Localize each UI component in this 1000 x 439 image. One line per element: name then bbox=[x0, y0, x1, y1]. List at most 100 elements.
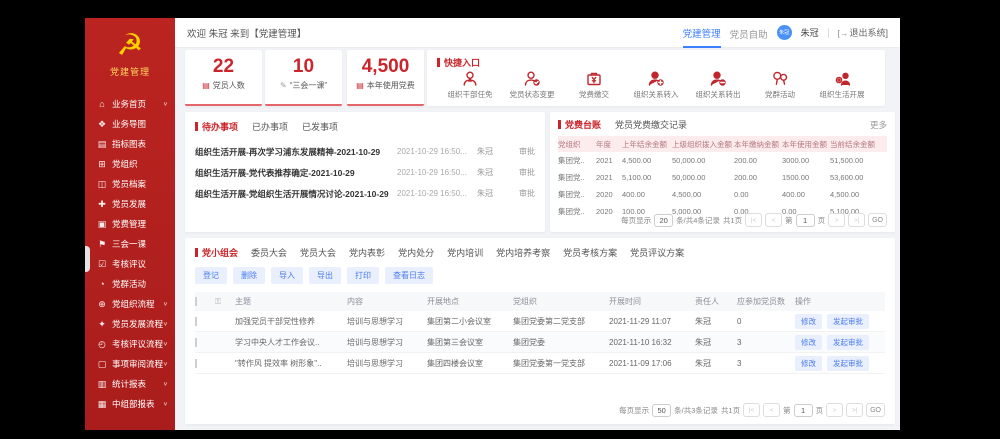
sidebar-item-fee-management[interactable]: ▣ 党费管理 bbox=[97, 218, 147, 230]
avatar[interactable]: 朱冠 bbox=[776, 25, 792, 40]
approve-link[interactable]: 审批 bbox=[519, 147, 535, 156]
export-button[interactable]: 导出 bbox=[309, 267, 341, 284]
sidebar-item-review-process[interactable]: ◴ 考核评议流程 ∨ bbox=[85, 334, 175, 354]
quick-relation-transfer-out[interactable]: 组织关系转出 bbox=[687, 70, 749, 100]
person-plus-icon bbox=[648, 71, 664, 86]
tab-done[interactable]: 已办事项 bbox=[252, 122, 289, 132]
quick-group-activity[interactable]: 党群活动 bbox=[749, 70, 811, 100]
person-cadre-icon bbox=[463, 71, 477, 86]
first-page-button[interactable]: |< bbox=[745, 213, 763, 227]
sidebar-collapse-handle[interactable] bbox=[85, 246, 90, 272]
todo-item[interactable]: 组织生活开展-党代表推荐确定-2021-10-29 2021-10-29 16:… bbox=[195, 167, 535, 178]
quick-status-change[interactable]: 党员状态变更 bbox=[501, 70, 563, 100]
edit-button[interactable]: 修改 bbox=[795, 355, 822, 371]
sidebar-item-development-process[interactable]: ✦ 党员发展流程 ∨ bbox=[85, 314, 175, 334]
go-button[interactable]: GO bbox=[868, 213, 887, 227]
sidebar-item-org-process[interactable]: ⊕ 党组织流程 ∨ bbox=[85, 294, 175, 314]
last-page-button[interactable]: >| bbox=[846, 403, 864, 417]
row-checkbox[interactable] bbox=[195, 337, 197, 347]
tab-discipline[interactable]: 党内处分 bbox=[398, 248, 435, 258]
table-row[interactable]: "转作风 提效率 树形象".. 培训与思想学习 集团四楼会议室 集团党委第一党支… bbox=[195, 353, 885, 374]
tab-committee-meeting[interactable]: 委员大会 bbox=[251, 248, 288, 258]
tab-commendation[interactable]: 党内表彰 bbox=[349, 248, 386, 258]
approve-link[interactable]: 审批 bbox=[519, 189, 535, 198]
header-right: 党建管理 党员自助 朱冠 朱冠 [→退出系统] bbox=[682, 18, 888, 48]
approve-link[interactable]: 审批 bbox=[519, 168, 535, 177]
sidebar-item-matter-review-process[interactable]: ▢ 事项审阅流程 ∨ bbox=[97, 358, 168, 370]
more-link[interactable]: 更多 bbox=[869, 119, 887, 130]
tab-issued[interactable]: 已发事项 bbox=[302, 122, 339, 132]
table-row[interactable]: 学习中央人才工作会议.. 培训与思想学习 集团第三会议室 集团党委 2021-1… bbox=[195, 332, 885, 353]
tab-cultivation[interactable]: 党内培养考察 bbox=[496, 248, 551, 258]
tab-member-selfservice[interactable]: 党员自助 bbox=[729, 29, 768, 41]
start-approval-button[interactable]: 发起审批 bbox=[827, 313, 869, 329]
page-input[interactable] bbox=[793, 403, 813, 417]
app-window: ☭ 党建管理 ⌂ 业务首页 ∨ ❖ 业务导图 ▤ 指标图表 ⊞ 党组织 ◫ 党员档案 ✚ 党员… bbox=[85, 18, 900, 430]
process-icon: ⊕ bbox=[98, 298, 106, 309]
table-row[interactable]: 集团党.. 2020 400.00 4,500.00 0.00 400.00 4,500.0… bbox=[558, 190, 860, 199]
page-input[interactable] bbox=[795, 213, 815, 227]
tab-party-management[interactable]: 党建管理 bbox=[682, 18, 721, 48]
sidebar-item-member-development[interactable]: ✚ 党员发展 bbox=[85, 194, 175, 214]
quick-fee-payment[interactable]: 党费缴交 bbox=[563, 70, 625, 100]
stat-card-meetings[interactable]: 10 ✎ “三会一课” bbox=[265, 50, 342, 106]
prev-page-button[interactable]: < bbox=[763, 403, 781, 417]
sidebar-item-central-reports[interactable]: ▦ 中组部报表 ∨ bbox=[97, 398, 168, 410]
sidebar-item-assessment[interactable]: ☑ 考核评议 bbox=[97, 258, 147, 270]
prev-page-button[interactable]: < bbox=[765, 213, 783, 227]
todo-item[interactable]: 组织生活开展-再次学习浦东发展精神-2021-10-29 2021-10-29 … bbox=[195, 146, 535, 157]
stat-card-fee-used[interactable]: 4,500 ▤ 本年使用党费 bbox=[347, 50, 424, 106]
print-button[interactable]: 打印 bbox=[347, 267, 379, 284]
todo-item[interactable]: 组织生活开展-党组织生活开展情况讨论-2021-10-29 2021-10-29… bbox=[195, 188, 535, 199]
tab-party-group-meeting[interactable]: 党小组会 bbox=[195, 246, 238, 259]
edit-button[interactable]: 修改 bbox=[795, 334, 822, 350]
tab-fee-records[interactable]: 党员党费缴交记录 bbox=[615, 120, 688, 130]
edit-button[interactable]: 修改 bbox=[795, 313, 822, 329]
sidebar-item-three-meetings[interactable]: ⚑ 三会一课 bbox=[97, 238, 147, 250]
table-row[interactable]: 集团党.. 2021 5,100.00 50,000.00 200.00 1500.00 5… bbox=[558, 173, 864, 182]
sidebar-item-member-files[interactable]: ◫ 党员档案 bbox=[97, 178, 147, 190]
per-page-input[interactable] bbox=[652, 403, 672, 417]
delete-button[interactable]: 删除 bbox=[233, 267, 265, 284]
table-row[interactable]: 加强党员干部党性修养 培训与思想学习 集团第二小会议室 集团党委第二党支部 20… bbox=[195, 311, 885, 332]
sidebar-nav: ⌂ 业务首页 ∨ ❖ 业务导图 ▤ 指标图表 ⊞ 党组织 ◫ 党员档案 ✚ 党员发展 ▣ 党费管… bbox=[85, 94, 175, 414]
logout-button[interactable]: [→退出系统] bbox=[837, 28, 888, 38]
tab-review-plan[interactable]: 党员评议方案 bbox=[630, 248, 685, 258]
table-row[interactable]: 集团党.. 2021 4,500.00 50,000.00 200.00 3000.00 5… bbox=[558, 156, 864, 165]
last-page-button[interactable]: >| bbox=[848, 213, 866, 227]
start-approval-button[interactable]: 发起审批 bbox=[827, 334, 869, 350]
sidebar-item-stat-reports[interactable]: ▥ 统计报表 ∨ bbox=[97, 378, 168, 390]
next-page-button[interactable]: > bbox=[828, 213, 846, 227]
sidebar-item-group-activities[interactable]: ◔ 党群活动 bbox=[85, 274, 175, 294]
username: 朱冠 bbox=[800, 28, 819, 38]
import-button[interactable]: 导入 bbox=[271, 267, 303, 284]
select-all-checkbox[interactable] bbox=[195, 297, 197, 306]
chart-icon: ▤ bbox=[97, 138, 107, 149]
first-page-button[interactable]: |< bbox=[743, 403, 761, 417]
tab-member-meeting[interactable]: 党员大会 bbox=[300, 248, 337, 258]
meeting-table: ⚿ 主题 内容 开展地点 党组织 开展时间 责任人 应参加党员数 操作 加强党员… bbox=[195, 292, 885, 374]
view-log-button[interactable]: 查看日志 bbox=[385, 267, 433, 284]
tab-assessment-plan[interactable]: 党员考核方案 bbox=[563, 248, 618, 258]
row-checkbox[interactable] bbox=[195, 358, 197, 368]
sidebar-item-business-map[interactable]: ❖ 业务导图 bbox=[97, 118, 147, 130]
go-button[interactable]: GO bbox=[866, 403, 885, 417]
tab-fee-ledger[interactable]: 党费台账 bbox=[558, 118, 601, 131]
sidebar-item-party-org[interactable]: ⊞ 党组织 bbox=[85, 154, 175, 174]
tab-todo[interactable]: 待办事项 bbox=[195, 120, 238, 133]
tab-training[interactable]: 党内培训 bbox=[447, 248, 484, 258]
stat-card-members[interactable]: 22 ▤ 党员人数 bbox=[185, 50, 262, 106]
chevron-down-icon: ∨ bbox=[162, 301, 168, 308]
next-page-button[interactable]: > bbox=[826, 403, 844, 417]
sidebar-item-business-home[interactable]: ⌂ 业务首页 ∨ bbox=[85, 94, 175, 114]
sidebar-item-indicator-charts[interactable]: ▤ 指标图表 bbox=[97, 138, 147, 150]
lock-icon: ⚿ bbox=[215, 296, 222, 306]
quick-cadre-appointment[interactable]: 组织干部任免 bbox=[439, 70, 501, 100]
per-page-input[interactable] bbox=[654, 213, 674, 227]
quick-org-life[interactable]: 组织生活开展 bbox=[811, 70, 873, 100]
row-checkbox[interactable] bbox=[195, 316, 197, 326]
quick-relation-transfer-in[interactable]: 组织关系转入 bbox=[625, 70, 687, 100]
start-approval-button[interactable]: 发起审批 bbox=[827, 355, 869, 371]
stat-label: 党员人数 bbox=[212, 81, 245, 90]
register-button[interactable]: 登记 bbox=[195, 267, 227, 284]
